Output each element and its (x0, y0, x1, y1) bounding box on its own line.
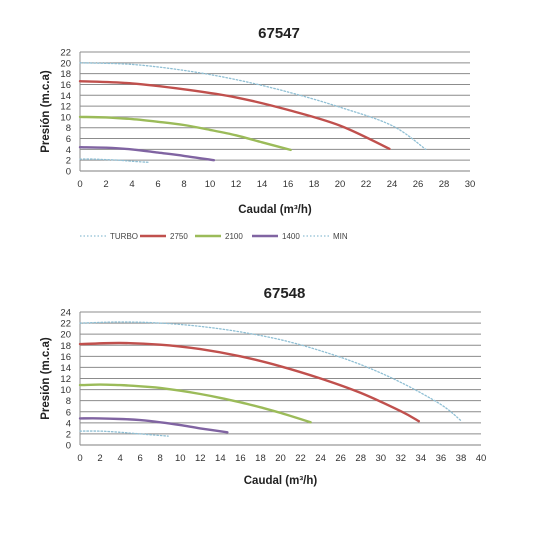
series-line-1400 (78, 146, 216, 162)
x-tick-label: 34 (416, 453, 427, 464)
x-tick-label: 24 (315, 453, 326, 464)
x-tick-label: 18 (255, 453, 266, 464)
x-tick-label: 32 (396, 453, 407, 464)
y-tick-label: 6 (66, 134, 71, 145)
series-line-turbo (79, 321, 462, 422)
y-tick-label: 6 (66, 407, 71, 418)
x-tick-label: 40 (476, 453, 487, 464)
y-tick-label: 10 (60, 385, 71, 396)
series-line-min (79, 158, 150, 163)
y-tick-label: 4 (66, 418, 71, 429)
legend-label: 1400 (282, 232, 300, 241)
x-tick-label: 4 (117, 453, 122, 464)
y-tick-label: 22 (60, 48, 71, 59)
x-tick-label: 18 (309, 179, 320, 190)
x-tick-label: 6 (138, 453, 143, 464)
x-tick-label: 6 (155, 179, 160, 190)
y-tick-label: 4 (66, 145, 71, 156)
y-tick-label: 0 (66, 167, 71, 178)
y-tick-label: 10 (60, 112, 71, 123)
x-axis-label: Caudal (m³/h) (244, 475, 318, 487)
x-tick-label: 12 (195, 453, 206, 464)
y-tick-label: 20 (60, 58, 71, 69)
y-tick-label: 18 (60, 341, 71, 352)
series-line-2750 (78, 341, 420, 423)
legend-label: 2100 (225, 232, 243, 241)
x-tick-label: 38 (456, 453, 467, 464)
x-tick-label: 16 (283, 179, 294, 190)
x-tick-label: 30 (375, 453, 386, 464)
x-tick-label: 10 (175, 453, 186, 464)
x-tick-label: 30 (465, 179, 476, 190)
series-line-2100 (78, 383, 312, 424)
y-tick-label: 12 (60, 374, 71, 385)
y-tick-label: 24 (60, 308, 71, 319)
x-axis-label: Caudal (m³/h) (238, 204, 312, 216)
y-tick-label: 20 (60, 330, 71, 341)
y-tick-label: 14 (60, 363, 71, 374)
y-tick-label: 14 (60, 91, 71, 102)
x-tick-label: 10 (205, 179, 216, 190)
y-tick-label: 16 (60, 352, 71, 363)
y-tick-label: 0 (66, 441, 71, 452)
y-tick-label: 2 (66, 156, 71, 167)
x-tick-label: 24 (387, 179, 398, 190)
legend-label: TURBO (110, 232, 138, 241)
x-tick-label: 0 (77, 453, 82, 464)
y-axis-label: Presión (m.c.a) (40, 337, 52, 420)
x-tick-label: 2 (103, 179, 108, 190)
y-tick-label: 8 (66, 396, 71, 407)
x-tick-label: 26 (335, 453, 346, 464)
x-tick-label: 14 (257, 179, 268, 190)
series-line-min (79, 430, 169, 437)
chart-title: 67547 (258, 25, 300, 42)
chart-title: 67548 (264, 285, 306, 302)
x-tick-label: 28 (439, 179, 450, 190)
x-tick-label: 28 (355, 453, 366, 464)
series-line-2100 (78, 115, 292, 152)
x-tick-label: 36 (436, 453, 447, 464)
x-tick-label: 22 (295, 453, 306, 464)
x-tick-label: 26 (413, 179, 424, 190)
x-tick-label: 8 (158, 453, 163, 464)
y-tick-label: 18 (60, 69, 71, 80)
legend-label: 2750 (170, 232, 188, 241)
legend-label: MIN (333, 232, 348, 241)
y-tick-label: 2 (66, 429, 71, 440)
y-tick-label: 12 (60, 102, 71, 113)
y-axis-label: Presión (m.c.a) (40, 70, 52, 153)
x-tick-label: 14 (215, 453, 226, 464)
x-tick-label: 22 (361, 179, 372, 190)
series-line-2750 (78, 80, 391, 150)
x-tick-label: 2 (97, 453, 102, 464)
x-tick-label: 20 (275, 453, 286, 464)
legend: TURBO 2750 2100 1400 MIN (80, 232, 348, 241)
y-tick-label: 8 (66, 123, 71, 134)
x-tick-label: 16 (235, 453, 246, 464)
x-tick-label: 8 (181, 179, 186, 190)
y-tick-label: 16 (60, 80, 71, 91)
x-tick-label: 4 (129, 179, 134, 190)
series-line-1400 (78, 417, 229, 434)
y-tick-label: 22 (60, 319, 71, 330)
x-tick-label: 0 (77, 179, 82, 190)
x-tick-label: 12 (231, 179, 242, 190)
series-line-turbo (79, 62, 427, 151)
x-tick-label: 20 (335, 179, 346, 190)
